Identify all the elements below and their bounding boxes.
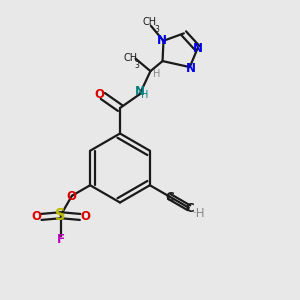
Text: O: O [32,210,41,223]
Text: 3: 3 [154,25,159,34]
Text: CH: CH [123,53,137,63]
Text: 3: 3 [135,61,140,70]
Text: H: H [153,69,161,79]
Text: N: N [193,42,203,55]
Text: H: H [141,90,149,100]
Text: ·H: ·H [193,207,205,220]
Text: N: N [157,34,167,47]
Text: O: O [94,88,104,101]
Text: N: N [186,62,196,75]
Text: S: S [56,208,66,223]
Text: F: F [57,233,65,246]
Text: O: O [80,210,90,223]
Text: CH: CH [142,17,157,27]
Text: C: C [185,202,194,215]
Text: O: O [66,190,76,203]
Text: C: C [166,191,174,204]
Text: N: N [135,85,145,98]
